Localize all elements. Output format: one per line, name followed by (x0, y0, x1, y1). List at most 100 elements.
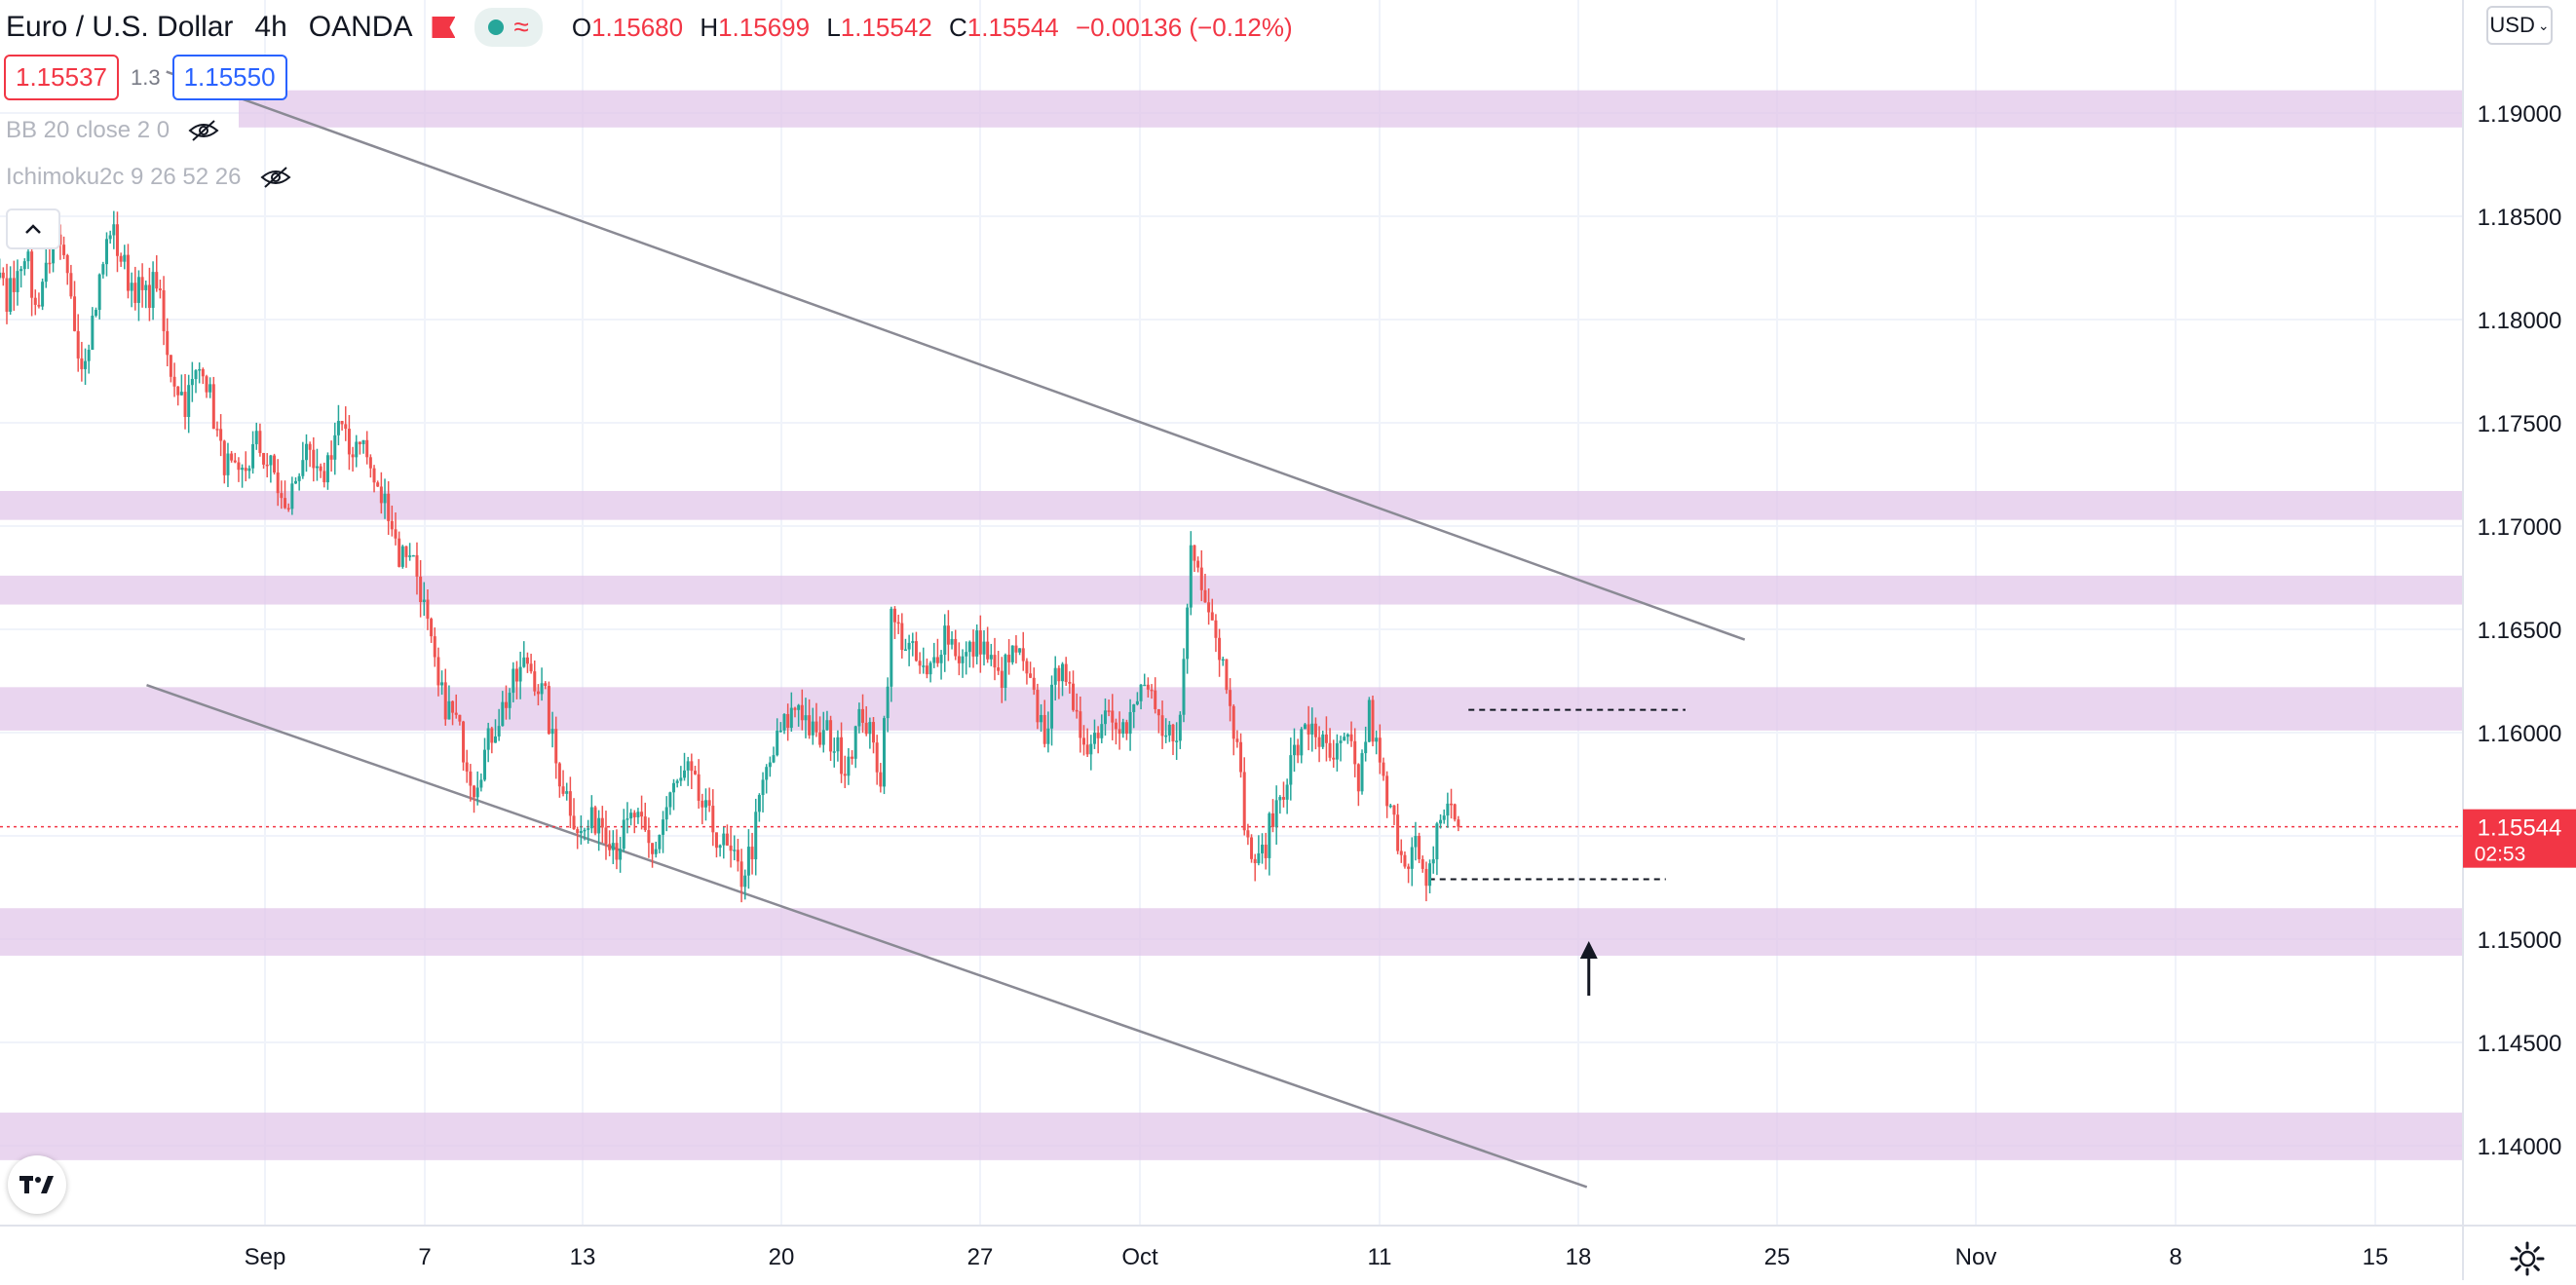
trendline[interactable] (146, 684, 1588, 1189)
candle-body (554, 729, 558, 764)
candle-body (847, 756, 851, 776)
symbol-title[interactable]: Euro / U.S. Dollar (6, 11, 234, 43)
arrow-up-icon[interactable] (1579, 941, 1598, 996)
candle-up (950, 630, 954, 650)
candle-body (340, 421, 344, 425)
candle-up (550, 711, 554, 748)
candle-body (44, 262, 48, 283)
horizontal-levels[interactable] (1428, 708, 1686, 881)
candle-down (864, 705, 868, 737)
candle-down (1424, 861, 1428, 902)
candle-body (1079, 711, 1082, 738)
low-value: 1.15542 (840, 12, 932, 42)
candle-body (561, 786, 565, 794)
candle-body (739, 861, 743, 888)
candle-body (707, 800, 711, 807)
candle-down (172, 362, 176, 397)
candle-body (857, 708, 861, 727)
interval-label[interactable]: 4h (254, 11, 287, 43)
candle-body (1072, 683, 1076, 710)
candle-body (932, 657, 936, 663)
candle-up (1175, 722, 1179, 760)
settings-gear-icon[interactable] (2508, 1239, 2547, 1278)
candle-body (1085, 744, 1089, 755)
eye-slash-icon[interactable] (187, 118, 220, 143)
candle-body (993, 655, 997, 668)
candle-down (533, 660, 537, 697)
candle-body (1036, 690, 1040, 723)
candle-body (651, 843, 655, 854)
candle-body (997, 667, 1001, 671)
candle-down (1264, 832, 1268, 870)
buy-button[interactable]: 1.15550 (171, 55, 287, 100)
candle-up (743, 869, 747, 900)
candle-body (982, 641, 986, 655)
candle-down (536, 684, 540, 706)
candle-up (440, 670, 444, 696)
candle-body (625, 818, 629, 820)
candle-body (162, 289, 166, 331)
candle-down (1085, 728, 1089, 758)
tradingview-logo-icon[interactable] (8, 1155, 66, 1214)
eye-slash-icon[interactable] (259, 165, 292, 190)
candle-body (1292, 744, 1296, 756)
candle-body (119, 255, 123, 262)
candle-down (946, 610, 950, 661)
candle-up (1053, 656, 1057, 700)
candle-up (22, 258, 26, 276)
candle-down (155, 255, 159, 292)
candle-down (73, 281, 77, 332)
trendline[interactable] (166, 70, 1746, 641)
candle-down (1313, 717, 1317, 750)
currency-selector[interactable]: USD ⌄ (2486, 6, 2553, 45)
candle-body (954, 638, 958, 657)
candle-down (604, 811, 608, 860)
candle-body (1178, 714, 1182, 741)
indicator-ichimoku[interactable]: Ichimoku2c 9 26 52 26 (6, 164, 292, 191)
candle-body (198, 368, 202, 371)
candle-body (1450, 803, 1454, 806)
candle-down (379, 472, 383, 514)
candle-down (525, 652, 529, 673)
candle-down (693, 766, 697, 775)
sell-button[interactable]: 1.15537 (4, 55, 119, 100)
candle-body (1146, 684, 1150, 690)
collapse-legend-button[interactable] (6, 208, 60, 249)
candle-down (372, 465, 376, 493)
candle-up (907, 634, 911, 666)
candle-body (686, 761, 690, 771)
candle-down (404, 546, 408, 568)
candle-body (426, 599, 430, 620)
candle-body (319, 466, 322, 472)
candle-down (1371, 695, 1375, 747)
candle-up (1345, 733, 1349, 744)
candle-down (808, 699, 812, 739)
candle-down (1235, 730, 1239, 748)
candle-body (5, 278, 9, 312)
candle-down (843, 755, 847, 788)
flag-icon[interactable] (432, 17, 456, 38)
candle-body (190, 379, 194, 386)
candle-body (664, 807, 668, 820)
candle-body (1154, 690, 1157, 709)
time-tick-label: 11 (1368, 1244, 1392, 1270)
market-status-pill[interactable]: ≈ (474, 8, 543, 47)
candle-up (151, 261, 155, 321)
candle-body (1196, 560, 1200, 568)
candle-up (1388, 803, 1392, 809)
trendlines[interactable] (146, 70, 1746, 1189)
indicator-bb[interactable]: BB 20 close 2 0 (6, 117, 220, 144)
candle-up (982, 630, 986, 666)
candle-body (1040, 714, 1043, 723)
symbol-legend[interactable]: Euro / U.S. Dollar 4h OANDA ≈ O1.15680 H… (6, 6, 1293, 49)
candle-up (886, 677, 890, 733)
candle-down (1029, 661, 1033, 679)
candle-up (41, 278, 45, 311)
candle-body (1367, 699, 1371, 742)
candle-up (789, 692, 793, 732)
arrow-head[interactable] (1579, 941, 1598, 959)
candle-up (294, 477, 298, 484)
